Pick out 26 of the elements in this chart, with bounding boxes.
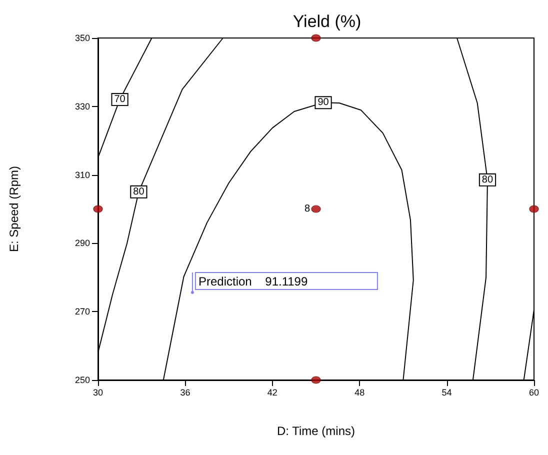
x-tick-label: 60 bbox=[528, 388, 540, 398]
point bbox=[311, 376, 321, 384]
series-label: 80 bbox=[482, 174, 494, 186]
annotation: 8 bbox=[304, 204, 310, 214]
y-tick-label: 350 bbox=[74, 33, 90, 43]
y-tick-label: 310 bbox=[74, 170, 90, 180]
x-tick-label: 48 bbox=[354, 388, 365, 398]
x-tick-label: 42 bbox=[267, 388, 278, 398]
x-tick-label: 54 bbox=[442, 388, 452, 398]
series-label: 70 bbox=[114, 94, 126, 106]
point bbox=[311, 205, 321, 213]
x-axis-title: D: Time (mins) bbox=[277, 424, 356, 438]
point bbox=[311, 34, 321, 42]
y-tick-label: 330 bbox=[74, 101, 90, 112]
chart-title: Yield (%) bbox=[292, 12, 362, 31]
point bbox=[93, 205, 103, 213]
series-label: 80 bbox=[133, 186, 145, 198]
y-tick-label: 270 bbox=[74, 306, 90, 317]
y-tick-label: 290 bbox=[74, 238, 90, 248]
x-tick-label: 30 bbox=[92, 388, 104, 398]
point bbox=[529, 205, 539, 213]
annotation: Prediction 91.1199 bbox=[198, 274, 308, 288]
series-label: 90 bbox=[318, 97, 330, 108]
y-tick-label: 250 bbox=[74, 375, 90, 385]
y-axis-title: E: Speed (Rpm) bbox=[7, 166, 21, 252]
x-tick-label: 36 bbox=[180, 388, 190, 398]
